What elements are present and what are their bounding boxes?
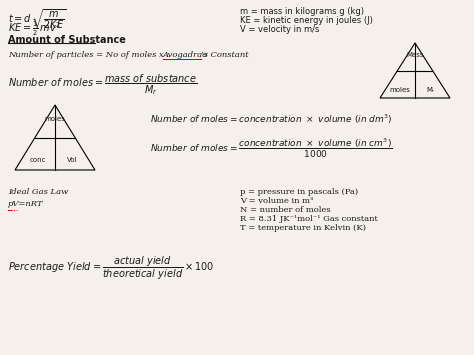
Text: KE = kinetic energy in joules (J): KE = kinetic energy in joules (J) xyxy=(240,16,373,25)
Text: $\mathit{Number\ of\ moles} = \dfrac{\mathit{concentration}\ \times\ \mathit{vol: $\mathit{Number\ of\ moles} = \dfrac{\ma… xyxy=(150,137,393,160)
Text: Mass: Mass xyxy=(406,52,424,58)
Text: $t = d\,\sqrt{\dfrac{m}{2KE}}$: $t = d\,\sqrt{\dfrac{m}{2KE}}$ xyxy=(8,7,67,31)
Text: Avogadrao: Avogadrao xyxy=(163,51,208,59)
Text: Ideal Gas Law: Ideal Gas Law xyxy=(8,188,68,196)
Text: m = mass in kilograms g (kg): m = mass in kilograms g (kg) xyxy=(240,7,364,16)
Text: $\mathit{Number\ of\ moles} = \dfrac{\mathit{mass\ of\ substance}}{M_r}$: $\mathit{Number\ of\ moles} = \dfrac{\ma… xyxy=(8,72,197,97)
Text: V = volume in m³: V = volume in m³ xyxy=(240,197,313,205)
Text: p = pressure in pascals (Pa): p = pressure in pascals (Pa) xyxy=(240,188,358,196)
Text: $\mathit{Number\ of\ moles} = \mathit{concentration}\ \times\ \mathit{volume}\ (: $\mathit{Number\ of\ moles} = \mathit{co… xyxy=(150,113,393,126)
Text: moles: moles xyxy=(45,116,65,122)
Text: V = velocity in m/s: V = velocity in m/s xyxy=(240,25,319,34)
Text: conc: conc xyxy=(29,157,46,163)
Text: Mᵣ: Mᵣ xyxy=(427,87,434,93)
Text: Number of particles = No of moles x: Number of particles = No of moles x xyxy=(8,51,166,59)
Text: T = temperature in Kelvin (K): T = temperature in Kelvin (K) xyxy=(240,224,366,232)
Text: moles: moles xyxy=(389,87,410,93)
Text: ’s Constant: ’s Constant xyxy=(201,51,249,59)
Text: $KE = \frac{1}{2}\,mv^2$: $KE = \frac{1}{2}\,mv^2$ xyxy=(8,20,61,38)
Text: N = number of moles: N = number of moles xyxy=(240,206,331,214)
Text: $\mathit{Percentage\ Yield} = \dfrac{\mathit{actual\ yield}}{\mathit{theoretical: $\mathit{Percentage\ Yield} = \dfrac{\ma… xyxy=(8,255,214,282)
Text: Amount of Substance: Amount of Substance xyxy=(8,35,126,45)
Text: pV=nRT: pV=nRT xyxy=(8,200,44,208)
Text: R = 8.31 JK⁻¹mol⁻¹ Gas constant: R = 8.31 JK⁻¹mol⁻¹ Gas constant xyxy=(240,215,378,223)
Text: Vol: Vol xyxy=(67,157,78,163)
